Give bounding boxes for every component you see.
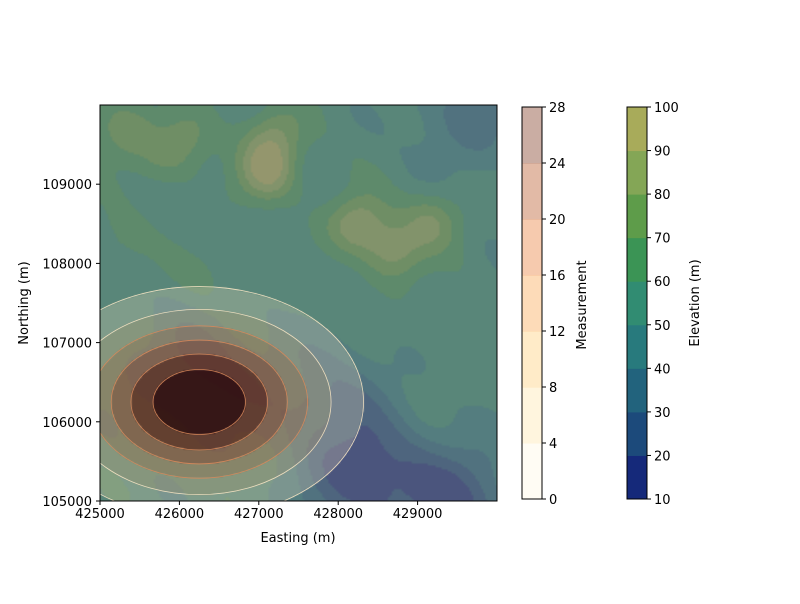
measurement-colorbar-swatch: [522, 331, 542, 388]
x-axis-label: Easting (m): [260, 531, 335, 546]
elevation-colorbar-swatch: [627, 368, 647, 413]
measurement-colorbar-swatch: [522, 387, 542, 444]
elevation-colorbar-tick-label: 40: [654, 362, 671, 377]
measurement-colorbar-tick-label: 0: [549, 493, 557, 508]
measurement-colorbar-swatch: [522, 219, 542, 276]
measurement-colorbar-swatch: [522, 163, 542, 220]
x-tick-label: 425000: [75, 507, 125, 522]
measurement-colorbar-tick-label: 16: [549, 269, 566, 284]
elevation-colorbar-swatch: [627, 150, 647, 195]
measurement-contour-line: [152, 369, 246, 435]
elevation-colorbar-label: Elevation (m): [688, 259, 703, 346]
elevation-colorbar: 10 20 30 40 50 60 70 80 90 100: [626, 101, 679, 508]
measurement-colorbar-label: Measurement: [575, 260, 590, 349]
elevation-colorbar-swatch: [627, 455, 647, 500]
x-tick-label: 426000: [155, 507, 205, 522]
measurement-colorbar-tick-label: 8: [549, 381, 557, 396]
elevation-colorbar-swatch: [627, 107, 647, 152]
y-tick-label: 108000: [42, 257, 92, 272]
measurement-contour-line: [100, 308, 332, 496]
measurement-colorbar: 0 4 8 12 16 20 24 28: [521, 101, 566, 508]
measurement-colorbar-swatch: [522, 275, 542, 332]
y-axis: 105000 106000 107000 108000 109000: [42, 178, 100, 510]
x-axis: 425000 426000 427000 428000 429000: [75, 501, 442, 522]
measurement-colorbar-swatch: [522, 443, 542, 500]
elevation-colorbar-tick-label: 10: [654, 493, 671, 508]
measurement-contour-fill: [100, 105, 497, 501]
elevation-colorbar-tick-label: 90: [654, 145, 671, 160]
y-tick-label: 105000: [42, 495, 92, 510]
plot-area: [100, 105, 497, 501]
elevation-colorbar-tick-label: 20: [654, 449, 671, 464]
y-tick-label: 107000: [42, 337, 92, 352]
y-axis-label: Northing (m): [17, 261, 32, 344]
measurement-contour-lines: [100, 286, 364, 501]
measurement-colorbar-tick-label: 28: [549, 101, 566, 116]
y-tick-label: 106000: [42, 416, 92, 431]
elevation-colorbar-tick-label: 70: [654, 232, 671, 247]
measurement-contour-line: [130, 353, 268, 451]
x-tick-label: 429000: [393, 507, 443, 522]
x-tick-label: 427000: [234, 507, 284, 522]
elevation-colorbar-tick-label: 50: [654, 319, 671, 334]
measurement-colorbar-tick-label: 20: [549, 213, 566, 228]
elevation-colorbar-swatch: [627, 237, 647, 282]
elevation-colorbar-swatch: [627, 194, 647, 239]
measurement-colorbar-tick-label: 4: [549, 437, 557, 452]
measurement-colorbar-tick-label: 24: [549, 157, 566, 172]
measurement-contour-line: [100, 325, 309, 479]
elevation-colorbar-tick-label: 30: [654, 406, 671, 421]
elevation-colorbar-tick-label: 60: [654, 275, 671, 290]
elevation-colorbar-tick-label: 100: [654, 101, 679, 116]
y-tick-label: 109000: [42, 178, 92, 193]
elevation-colorbar-tick-label: 80: [654, 188, 671, 203]
measurement-colorbar-swatch: [522, 107, 542, 164]
elevation-colorbar-swatch: [627, 411, 647, 456]
x-tick-label: 428000: [313, 507, 363, 522]
elevation-colorbar-swatch: [627, 324, 647, 369]
measurement-colorbar-tick-label: 12: [549, 325, 566, 340]
plot-frame: [99, 104, 498, 502]
elevation-colorbar-swatch: [627, 281, 647, 326]
measurement-contour-line: [110, 339, 288, 465]
measurement-contour-line: [100, 286, 364, 501]
